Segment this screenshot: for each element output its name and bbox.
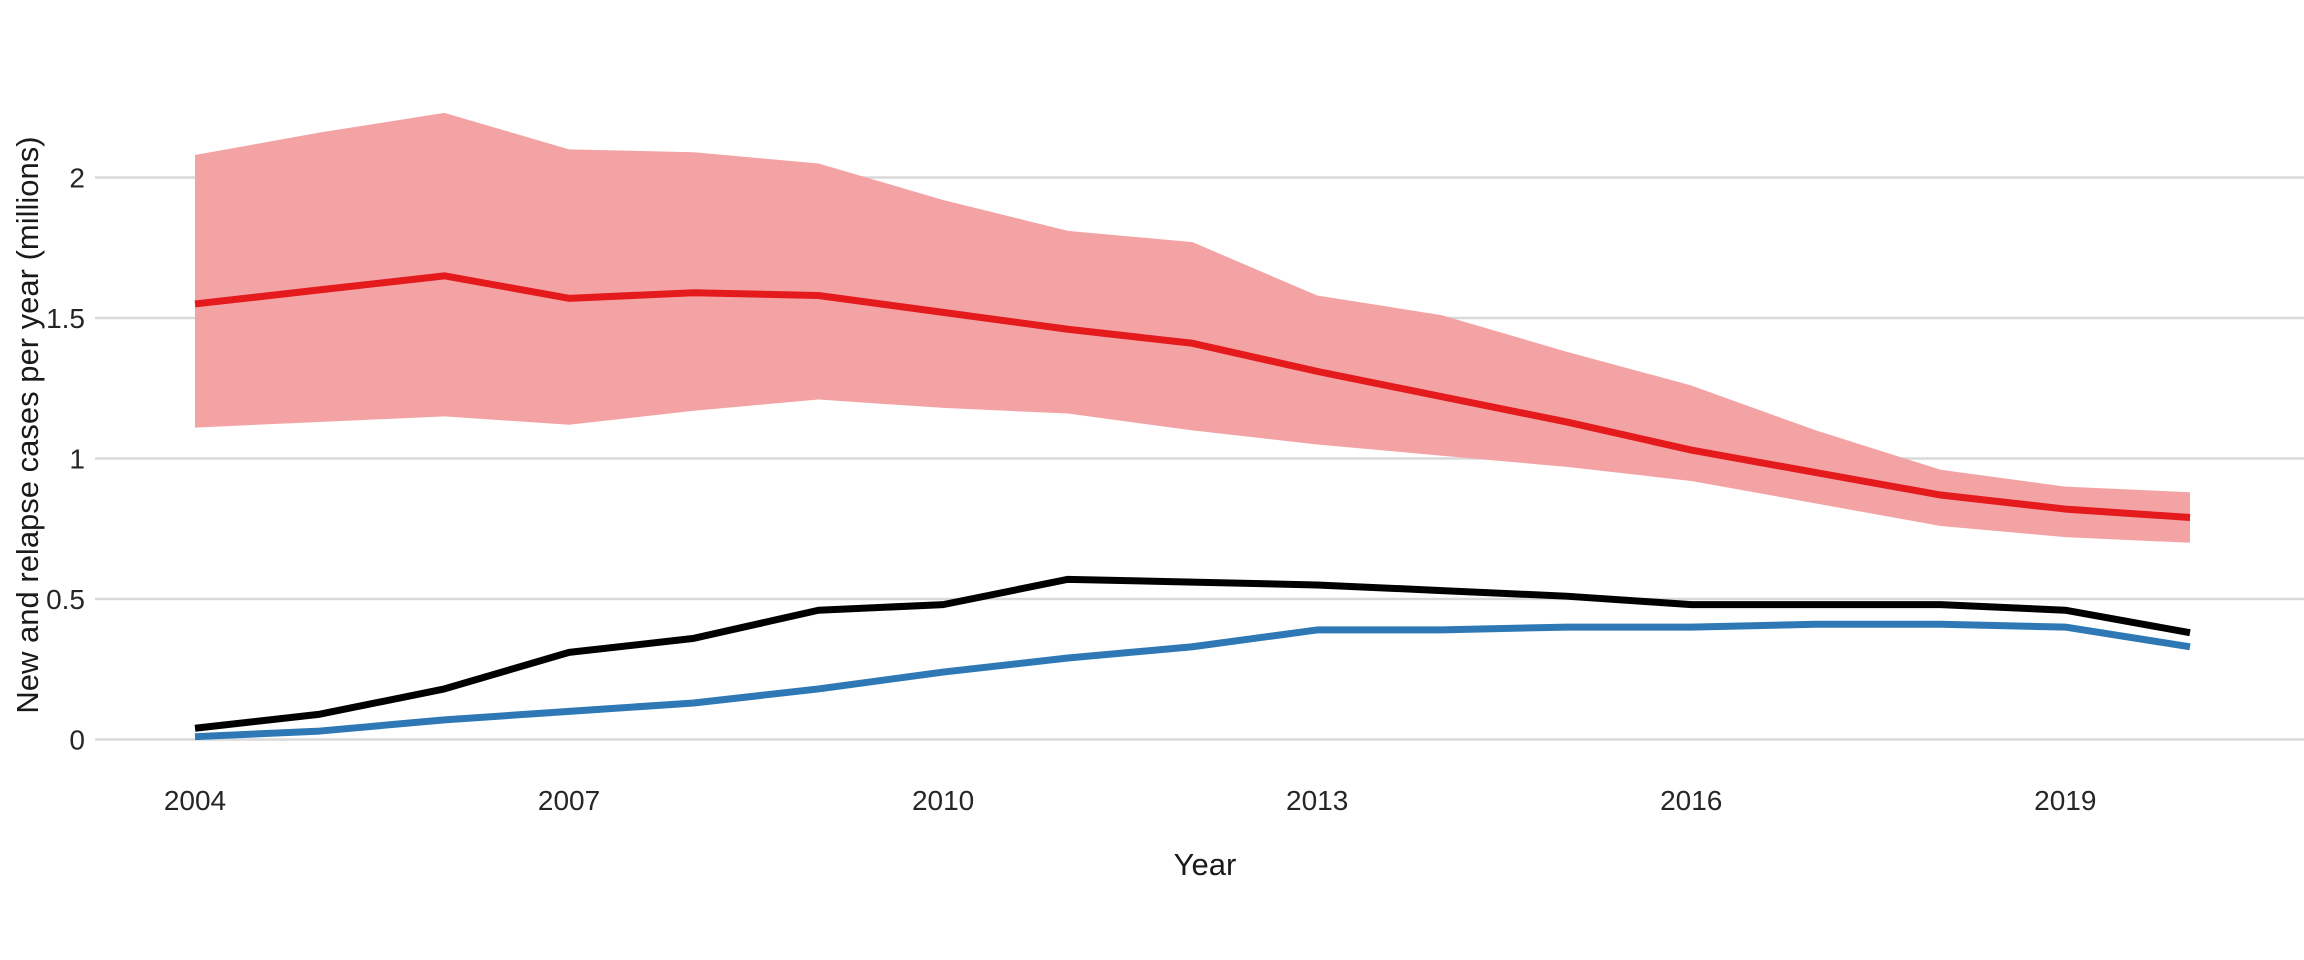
y-axis-title: New and relapse cases per year (millions… (10, 136, 45, 713)
x-tick-label-2004: 2004 (164, 785, 226, 816)
x-axis-title: Year (1174, 847, 1237, 882)
y-tick-label-1.5: 1.5 (46, 303, 85, 334)
x-tick-label-2013: 2013 (1286, 785, 1348, 816)
y-tick-label-0: 0 (69, 725, 85, 756)
y-tick-label-0.5: 0.5 (46, 584, 85, 615)
tick-labels-group: 2004 2007 2010 2013 2016 2019 0 0.5 1 1.5 2 (46, 163, 2096, 817)
x-tick-label-2019: 2019 (2034, 785, 2096, 816)
black-line (194, 575, 2191, 732)
y-tick-label-2: 2 (69, 163, 85, 194)
series-group (194, 112, 2191, 741)
x-tick-label-2010: 2010 (912, 785, 974, 816)
red-line-with-uncertainty-band (194, 272, 2191, 522)
y-tick-label-1: 1 (69, 444, 85, 475)
blue-line (194, 620, 2191, 741)
x-tick-label-2016: 2016 (1660, 785, 1722, 816)
uncertainty-band (195, 112, 2190, 543)
x-tick-label-2007: 2007 (538, 785, 600, 816)
